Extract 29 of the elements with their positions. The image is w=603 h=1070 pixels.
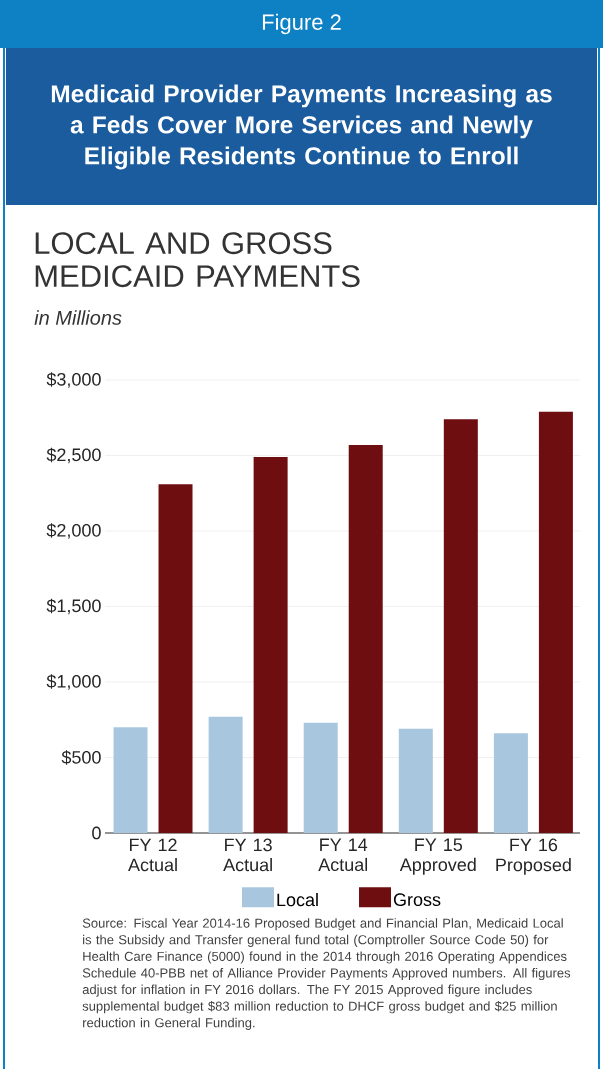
legend-label: Gross: [393, 893, 441, 906]
y-axis-title: in Millions: [34, 310, 122, 325]
bar: [113, 727, 148, 833]
y-tick-label: $3,000: [46, 372, 101, 388]
source-note: Source: Fiscal Year 2014-16 Proposed Budget and Financial Plan, Medicaid Local is the Subsidy and Transfer general fund total (Comptroller Source Code 50) for Health Care Finance (5000) found in the 2014 through 2016 Operating Appendices Schedule 40-PBB net of Alliance Provider Payments Approved numbers. All figures adjust for inflation in FY 2016 dollars. The FY 2015 Approved figure includes supplemental budget $83 million reduction to DHCF gross budget and $25 million reduction in General Funding.: [82, 918, 571, 1030]
x-tick-label: FY 16 Proposed: [496, 838, 571, 875]
y-tick-label: $2,000: [46, 523, 101, 539]
x-tick-label: FY 14 Actual: [318, 838, 368, 872]
y-tick-label: $500: [61, 750, 101, 765]
chart-subtitle: LOCAL AND GROSS MEDICAID PAYMENTS: [35, 232, 360, 288]
bar: [538, 411, 573, 833]
y-tick-label: $1,500: [46, 598, 101, 615]
x-tick-label: FY 15 Approved: [399, 838, 476, 875]
chart-title: Medicaid Provider Payments Increasing as a Feds Cover More Services and Newly Eligible Residents Continue to Enroll: [51, 84, 552, 170]
y-tick-label: 0: [92, 826, 101, 840]
caption: Figure 2: [262, 13, 341, 35]
bar: [443, 419, 478, 833]
legend-label: Local: [277, 893, 318, 907]
y-tick-label: $2,500: [46, 447, 101, 464]
x-tick-label: FY 12 Actual: [128, 838, 177, 872]
bar: [493, 733, 528, 833]
x-tick-label: FY 13 Actual: [223, 838, 272, 872]
y-tick-label: $1,000: [46, 674, 101, 690]
bar: [303, 722, 338, 833]
bar: [398, 728, 433, 833]
bar: [208, 716, 243, 833]
bar: [158, 484, 193, 833]
bar: [253, 457, 288, 833]
bar: [348, 444, 383, 833]
